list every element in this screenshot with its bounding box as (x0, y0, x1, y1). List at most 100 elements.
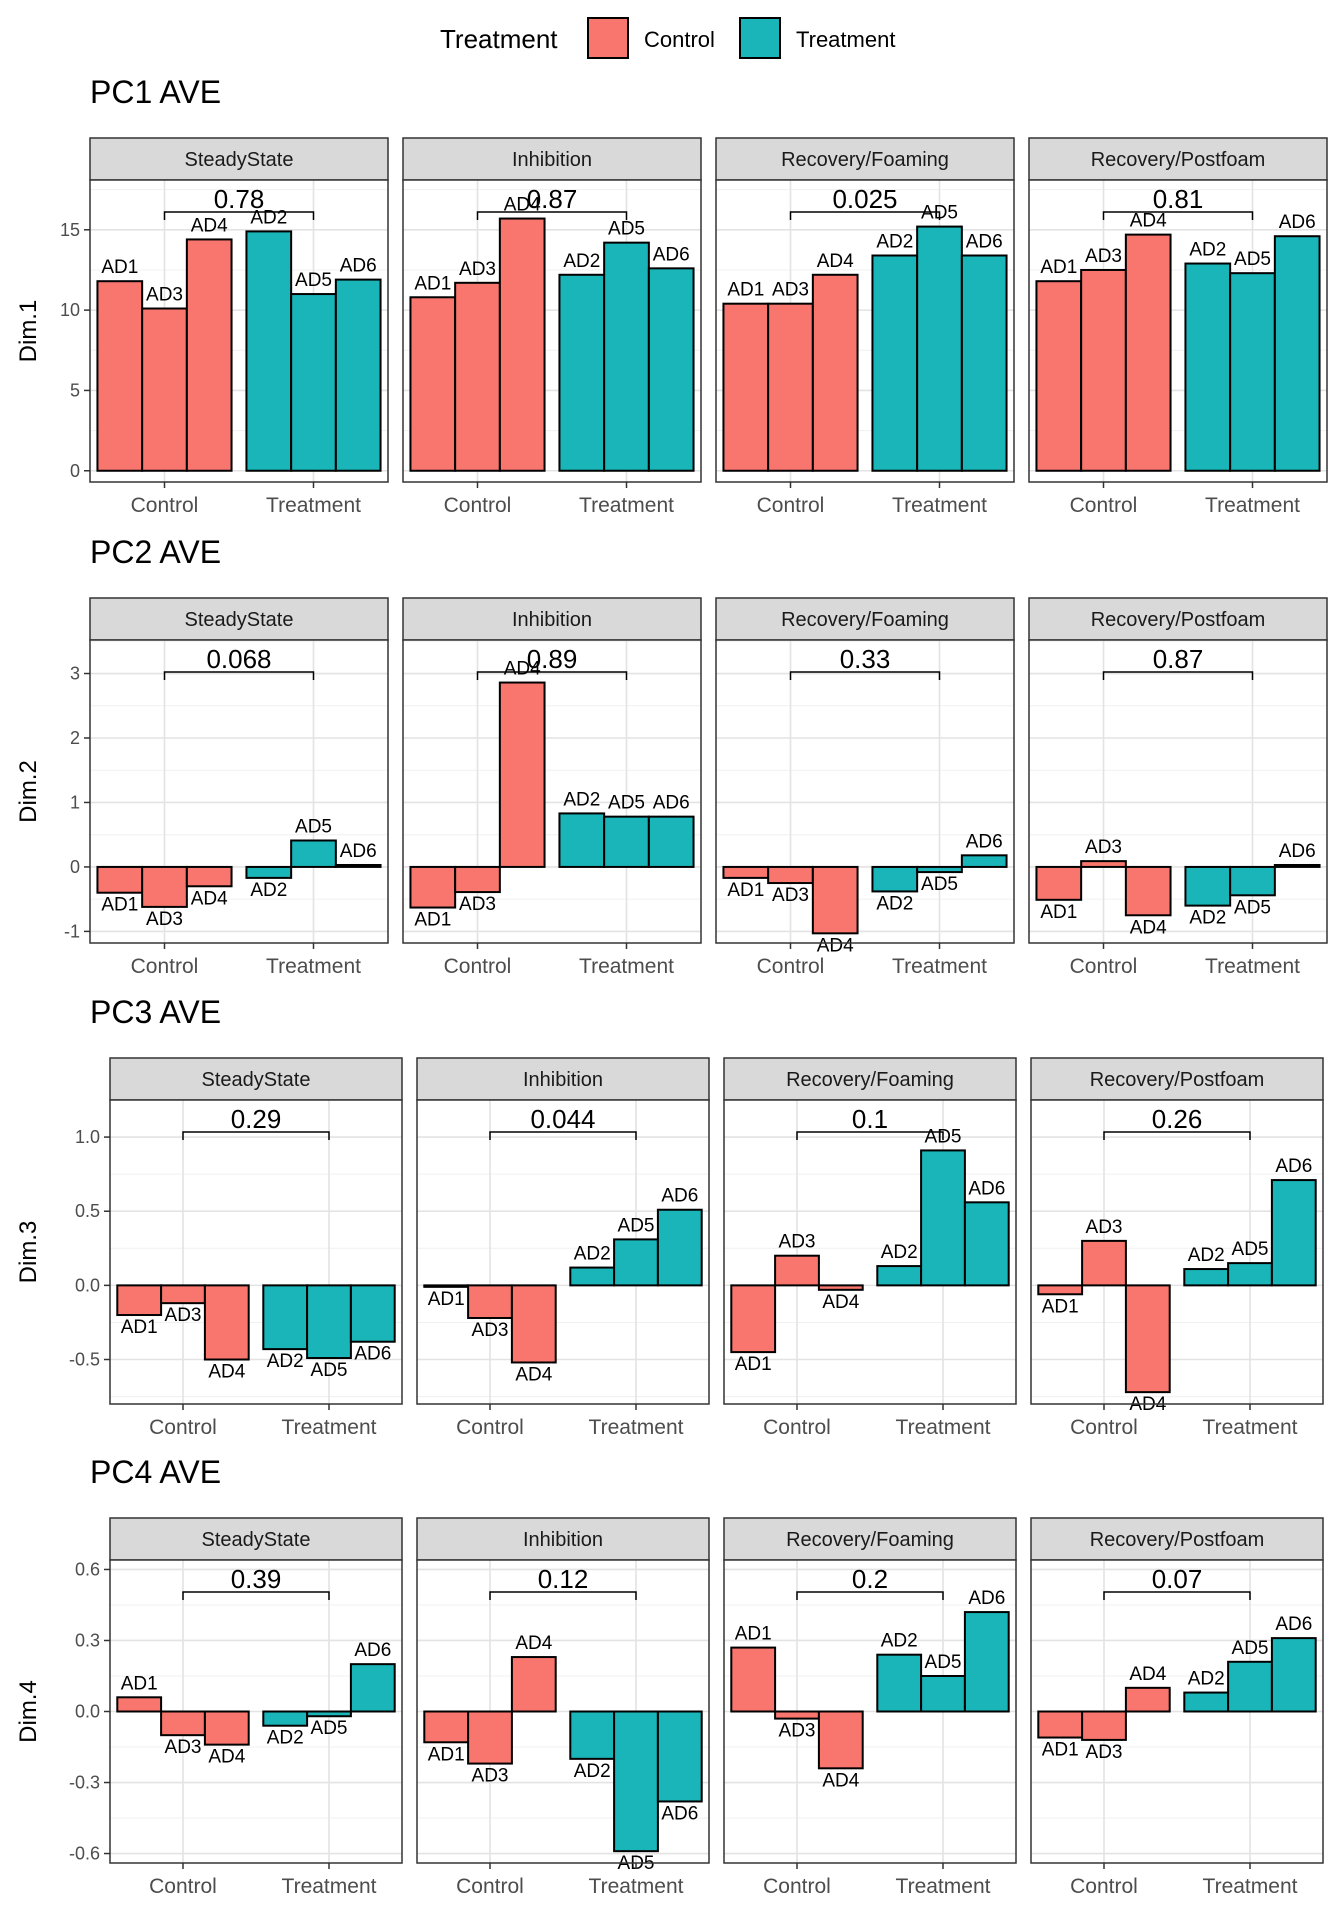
p-value-label: 0.33 (840, 644, 891, 674)
bar-ad6 (647, 815, 695, 868)
facet-strip (715, 137, 1015, 181)
bar-label: AD6 (653, 244, 690, 265)
bar-label: AD4 (504, 195, 541, 216)
facet-strip-label: Recovery/Postfoam (1090, 1529, 1265, 1551)
bar-label: AD3 (146, 285, 183, 306)
bar-ad5 (916, 865, 963, 874)
bar-ad5 (613, 1238, 659, 1287)
bar-label: AD6 (340, 256, 377, 277)
bar-ad4 (510, 1284, 557, 1364)
x-tick-label: Control (149, 1416, 217, 1439)
panel-border (402, 179, 702, 483)
bar-label: AD4 (822, 1770, 859, 1791)
p-value-label: 0.87 (1153, 644, 1204, 674)
panel-border (109, 1099, 403, 1405)
bar-ad5 (603, 815, 650, 868)
facet-recovery-foaming: Recovery/FoamingAD1AD3AD4AD2AD5AD60.1Con… (723, 1057, 1017, 1439)
bar-label: AD4 (191, 888, 228, 909)
y-axis-label: Dim.1 (15, 300, 42, 363)
x-tick-label: Control (131, 494, 199, 517)
facet-strip-label: Recovery/Postfoam (1091, 149, 1266, 171)
p-value-label: 0.1 (852, 1104, 888, 1134)
panel-border (1030, 1099, 1324, 1405)
bar-label: AD3 (779, 1721, 816, 1742)
facet-strip-label: Recovery/Postfoam (1091, 609, 1266, 631)
bar-ad5 (613, 1710, 659, 1853)
facet-recovery-postfoam: Recovery/Postfoam AD1 AD3 AD4 AD2 AD5 AD6 0.87 C… (1028, 597, 1328, 978)
bar-ad5 (1229, 272, 1276, 472)
bar-ad6 (1270, 1637, 1317, 1713)
chart-row-2: PC2 AVE Dim.2 -1 0 1 2 3 SteadyState AD1 AD3 AD4 AD… (15, 534, 1328, 978)
bar-ad2 (1184, 865, 1232, 907)
facet-recovery-postfoam: Recovery/Postfoam AD1 AD3 AD4 AD2 AD5 AD6 0.07 C… (1030, 1517, 1324, 1898)
x-tick-label: Control (757, 955, 825, 978)
bar-ad1 (409, 865, 457, 909)
x-tick-label: Control (763, 1875, 831, 1898)
significance-bracket (163, 671, 315, 680)
x-tick-label: Treatment (579, 955, 674, 978)
bar-label: AD1 (1042, 1740, 1079, 1761)
bar-label: AD2 (881, 1631, 918, 1652)
x-tick-label: Treatment (579, 494, 674, 517)
bar-label: AD1 (121, 1317, 158, 1338)
panel-border (1030, 1559, 1324, 1864)
bar-label: AD2 (574, 1244, 611, 1265)
bar-ad1 (722, 865, 770, 879)
facet-strip (109, 1057, 403, 1101)
bar-label: AD5 (1234, 249, 1271, 270)
bar-label: AD5 (618, 1215, 655, 1236)
bar-ad3 (467, 1284, 513, 1319)
facet-strip (723, 1057, 1017, 1101)
bar-label: AD6 (653, 793, 690, 814)
bar-label: AD5 (925, 1652, 962, 1673)
bar-ad2 (558, 273, 606, 472)
bar-label: AD4 (208, 1747, 245, 1768)
bar-ad5 (1229, 865, 1276, 897)
legend-swatch-control (587, 17, 629, 59)
bar-ad1 (423, 1284, 470, 1288)
bar-label: AD6 (968, 1588, 1005, 1609)
bar-ad4 (1124, 1284, 1171, 1394)
bar-ad6 (1273, 863, 1321, 868)
y-tick-label: -0.6 (69, 1844, 100, 1864)
facet-strip-label: SteadyState (202, 1069, 311, 1091)
x-tick-label: Control (444, 955, 512, 978)
significance-bracket (182, 1591, 330, 1600)
bar-label: AD3 (165, 1737, 202, 1758)
bar-ad6 (656, 1208, 703, 1287)
bar-label: AD3 (1085, 246, 1122, 267)
row-title: PC3 AVE (90, 994, 221, 1030)
significance-bracket (1103, 1591, 1251, 1600)
row-title: PC1 AVE (90, 74, 221, 110)
y-tick-label: 2 (70, 728, 80, 748)
bar-label: AD4 (191, 215, 228, 236)
significance-bracket (796, 1591, 944, 1600)
bar-ad3 (160, 1284, 206, 1305)
facet-inhibition: Inhibition AD1 AD3 AD4 AD2 AD5 AD6 0.89 Control T… (402, 597, 702, 978)
bar-ad3 (1081, 1710, 1127, 1741)
bar-label: AD1 (101, 257, 138, 278)
facet-strip-label: SteadyState (202, 1529, 311, 1551)
panel-border (715, 179, 1015, 483)
bar-label: AD2 (876, 232, 913, 253)
x-tick-label: Control (1070, 955, 1138, 978)
significance-bracket (489, 1591, 637, 1600)
x-tick-label: Control (1070, 1875, 1138, 1898)
x-tick-label: Control (456, 1875, 524, 1898)
bar-label: AD1 (121, 1673, 158, 1694)
bar-ad4 (203, 1284, 250, 1361)
bar-label: AD2 (1188, 1669, 1225, 1690)
bar-ad2 (871, 254, 919, 472)
bar-ad5 (920, 1149, 966, 1287)
bar-label: AD5 (608, 219, 645, 240)
bar-label: AD3 (472, 1320, 509, 1341)
bar-ad3 (1081, 1239, 1127, 1287)
bar-label: AD4 (817, 935, 854, 956)
bar-label: AD2 (267, 1728, 304, 1749)
bar-ad4 (817, 1710, 864, 1770)
bar-ad2 (876, 1653, 923, 1713)
legend-swatch-treatment (739, 17, 781, 59)
